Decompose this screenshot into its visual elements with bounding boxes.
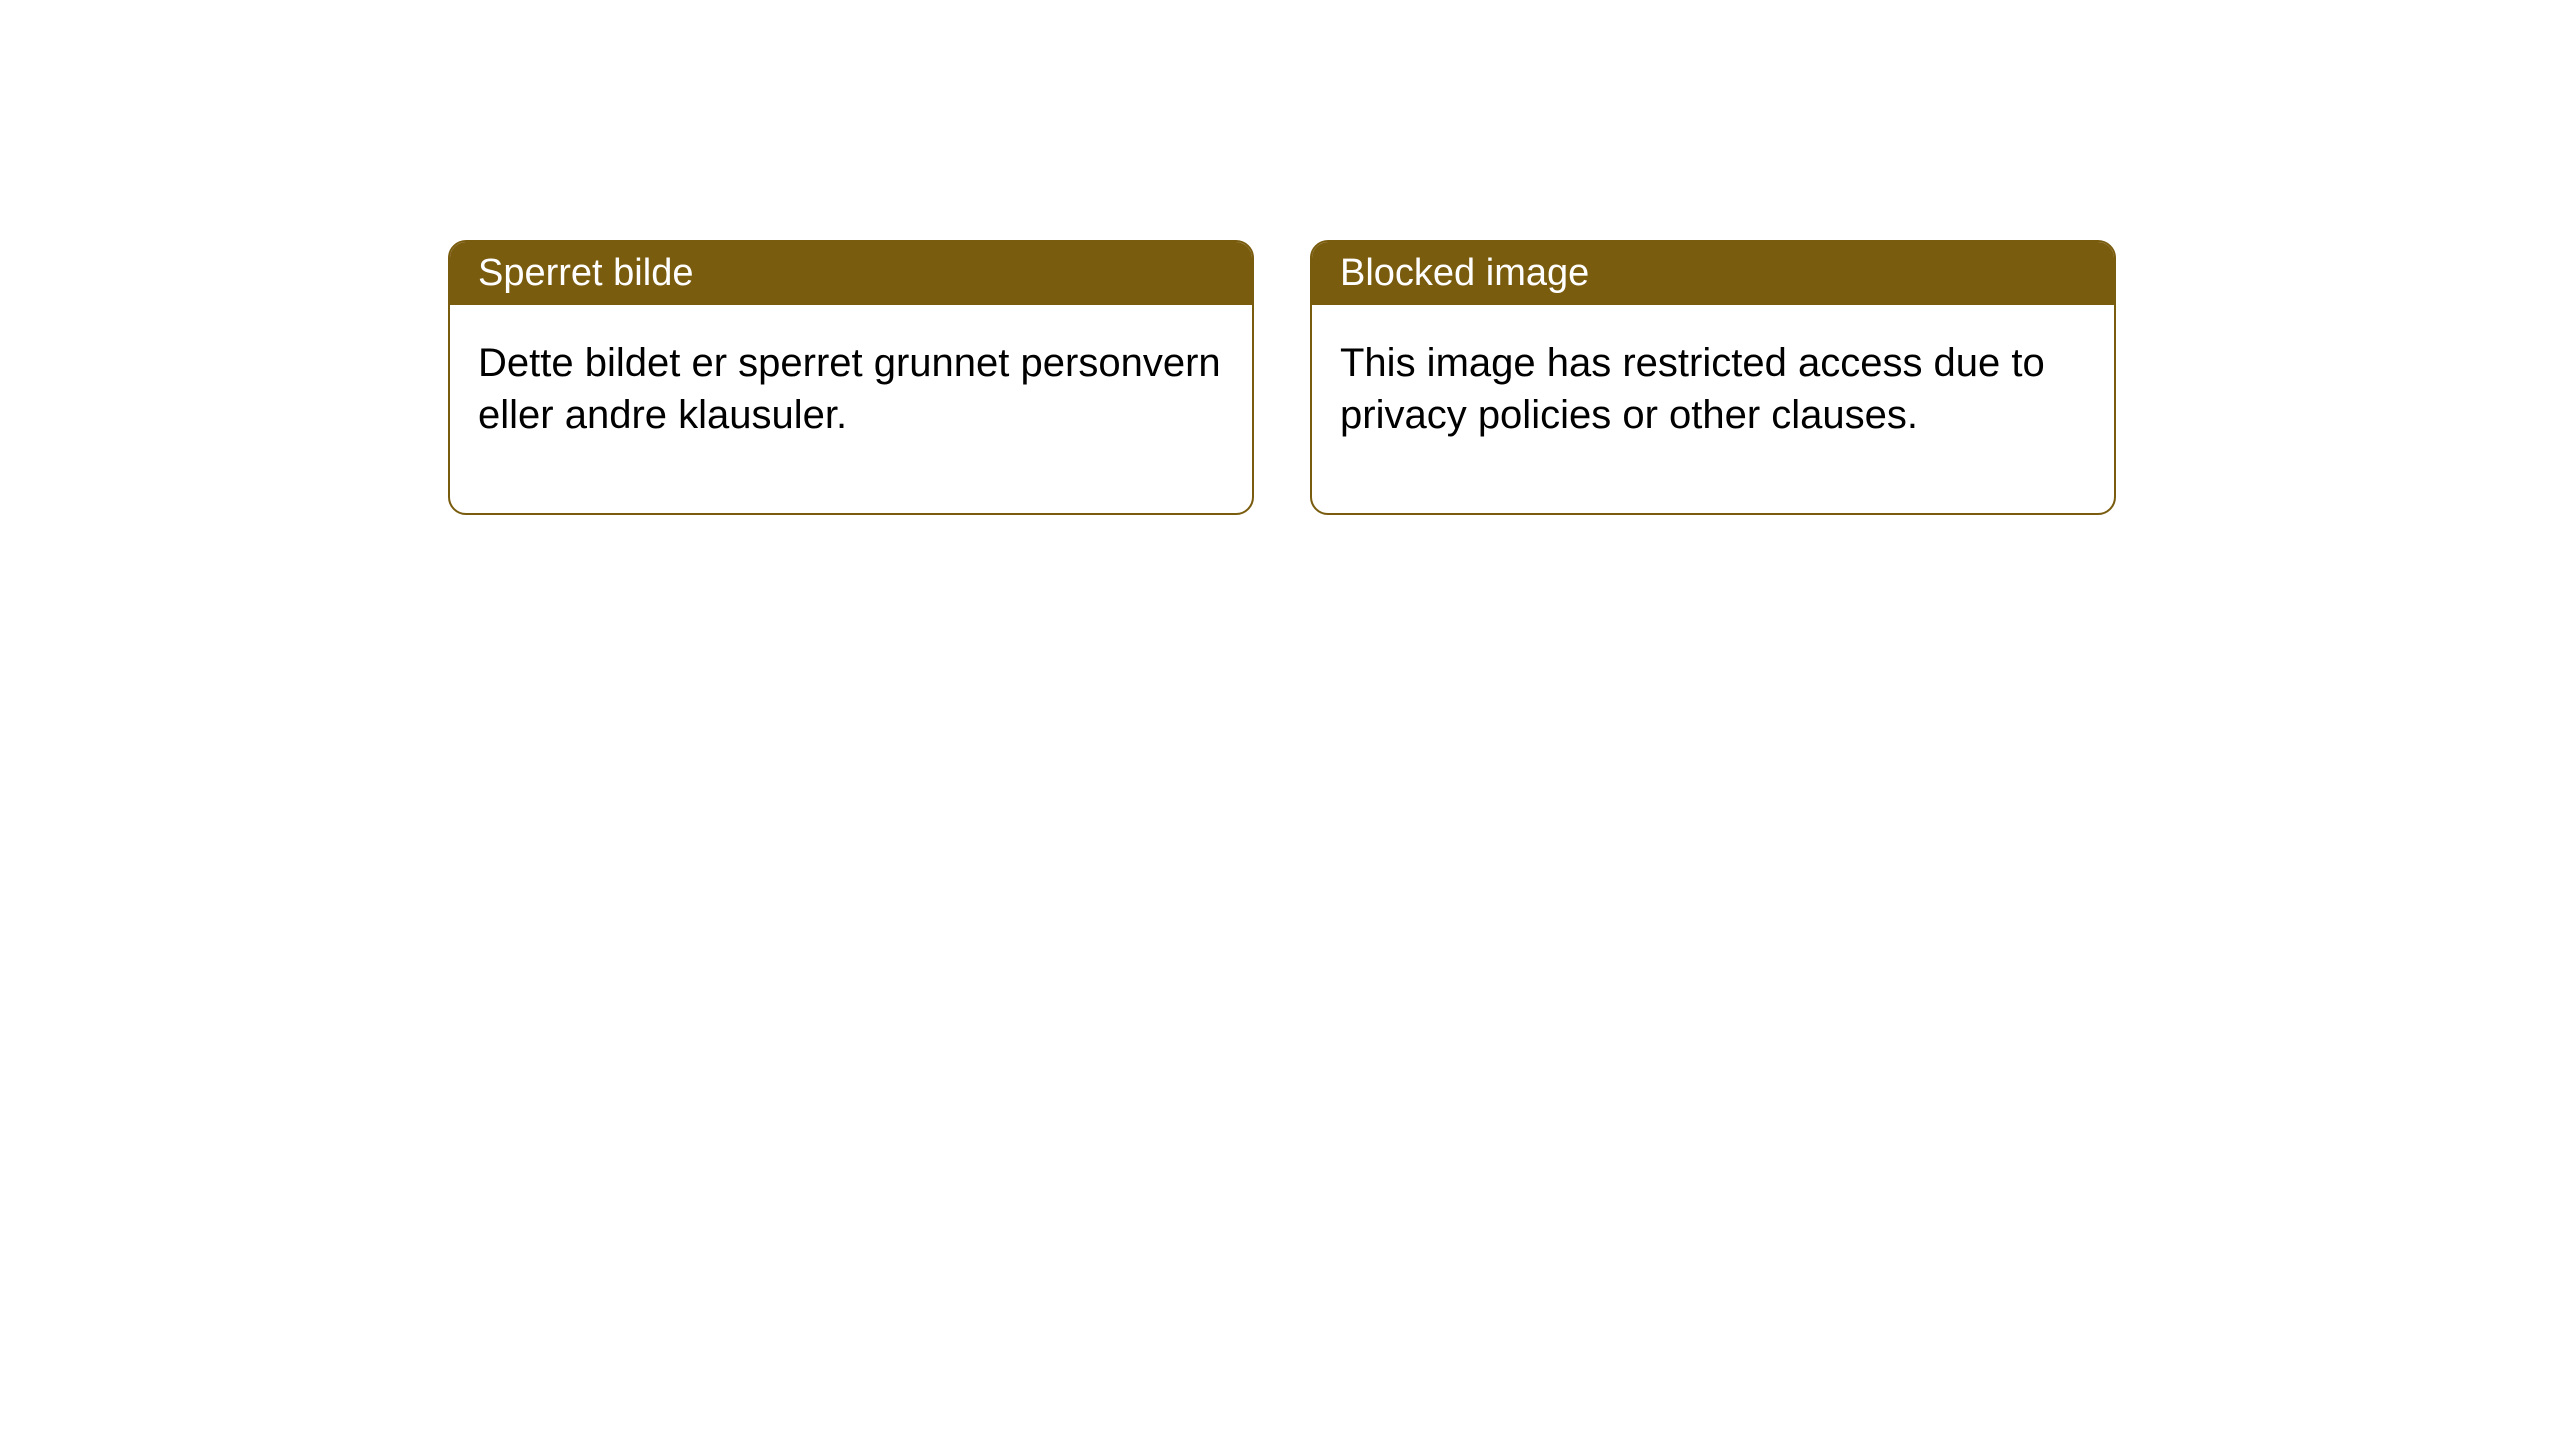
notice-body-text: Dette bildet er sperret grunnet personve… [478,341,1221,437]
notice-body: This image has restricted access due to … [1312,305,2114,513]
notice-title: Sperret bilde [478,252,693,294]
notice-container: Sperret bilde Dette bildet er sperret gr… [0,0,2560,515]
notice-body-text: This image has restricted access due to … [1340,341,2045,437]
notice-title: Blocked image [1340,252,1589,294]
notice-header: Blocked image [1312,242,2114,305]
notice-body: Dette bildet er sperret grunnet personve… [450,305,1252,513]
notice-box-english: Blocked image This image has restricted … [1310,240,2116,515]
notice-box-norwegian: Sperret bilde Dette bildet er sperret gr… [448,240,1254,515]
notice-header: Sperret bilde [450,242,1252,305]
